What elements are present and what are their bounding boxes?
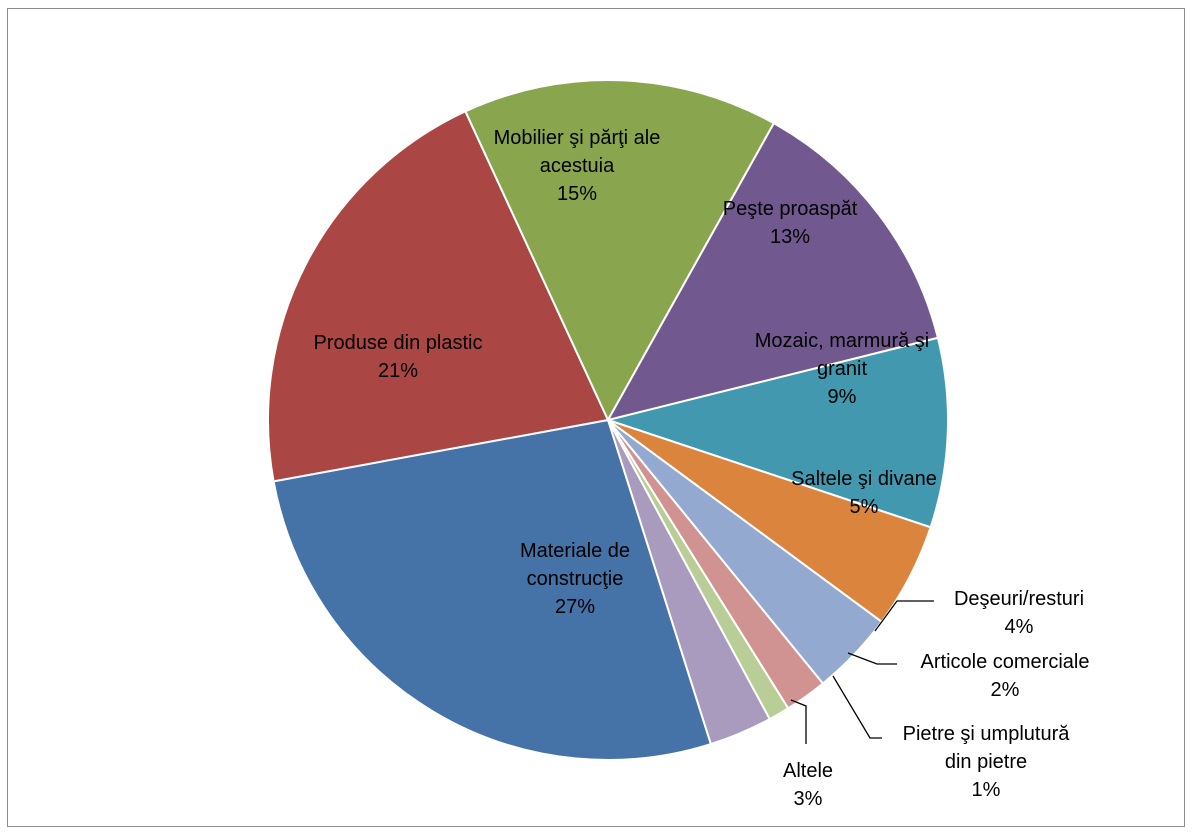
slice-label-mobilier-si-parti-ale-acestuia: Mobilier şi părţi ale acestuia 15% <box>494 127 661 205</box>
slice-percent: 9% <box>828 386 857 408</box>
slice-label-produse-din-plastic: Produse din plastic 21% <box>314 332 483 382</box>
slice-percent: 2% <box>991 679 1020 701</box>
slice-label-pietre-si-umplutura-din-pietre: Pietre şi umplutură din pietre 1% <box>903 723 1071 801</box>
slice-label-materiale-de-constructie: Materiale de construcţie 27% <box>520 540 630 618</box>
pie-slice-mozaic-marmura-si-granit <box>604 336 949 529</box>
slice-label-altele: Altele 3% <box>783 760 833 810</box>
slice-percent: 4% <box>1005 616 1034 638</box>
leader-lines <box>790 600 934 744</box>
slice-label-mozaic-marmura-si-granit: Mozaic, marmură şi granit 9% <box>755 330 929 408</box>
slice-labels: Mozaic, marmură şi granit 9% Saltele şi div… <box>314 127 1090 810</box>
leader-line-pietre-si-umplutura-din-pietre <box>832 675 882 739</box>
slice-label-peste-proaspat: Peşte proaspăt 13% <box>723 198 858 248</box>
slice-percent: 1% <box>972 779 1001 801</box>
pie-slice-produse-din-plastic <box>267 110 610 483</box>
slice-label-saltele-si-divane: Saltele şi divane 5% <box>791 468 937 518</box>
pie-slices <box>267 79 949 761</box>
pie-slice-peste-proaspat <box>605 121 940 422</box>
slice-name-line: Peşte proaspăt <box>723 198 858 220</box>
slice-percent: 13% <box>770 226 810 248</box>
slice-name-line: granit <box>817 358 867 380</box>
slice-label-deseuri-resturi: Deşeuri/resturi 4% <box>954 588 1084 638</box>
slice-name-line: Mobilier şi părţi ale <box>494 127 661 149</box>
pie-slice-mobilier-si-parti-ale-acestuia <box>464 79 776 423</box>
slice-name-line: Produse din plastic <box>314 332 483 354</box>
slice-name-line: Materiale de <box>520 540 630 562</box>
slice-name-line: Pietre şi umplutură <box>903 723 1071 745</box>
slice-label-articole-comerciale: Articole comerciale 2% <box>921 651 1090 701</box>
slice-name-line: construcţie <box>527 568 624 590</box>
slice-name-line: acestuia <box>540 155 615 177</box>
slice-name-line: din pietre <box>945 751 1027 773</box>
slice-percent: 5% <box>850 496 879 518</box>
slice-percent: 27% <box>555 596 595 618</box>
slice-name-line: Articole comerciale <box>921 651 1090 673</box>
slice-name-line: Saltele şi divane <box>791 468 937 490</box>
leader-line-deseuri-resturi <box>874 600 934 632</box>
slice-percent: 3% <box>794 788 823 810</box>
slice-name-line: Altele <box>783 760 833 782</box>
slice-percent: 21% <box>378 360 418 382</box>
slice-name-line: Deşeuri/resturi <box>954 588 1084 610</box>
leader-line-articole-comerciale <box>847 652 897 665</box>
pie-slice-materiale-de-constructie <box>272 418 713 761</box>
leader-line-altele <box>790 699 807 744</box>
slice-percent: 15% <box>557 183 597 205</box>
slice-name-line: Mozaic, marmură şi <box>755 330 929 352</box>
